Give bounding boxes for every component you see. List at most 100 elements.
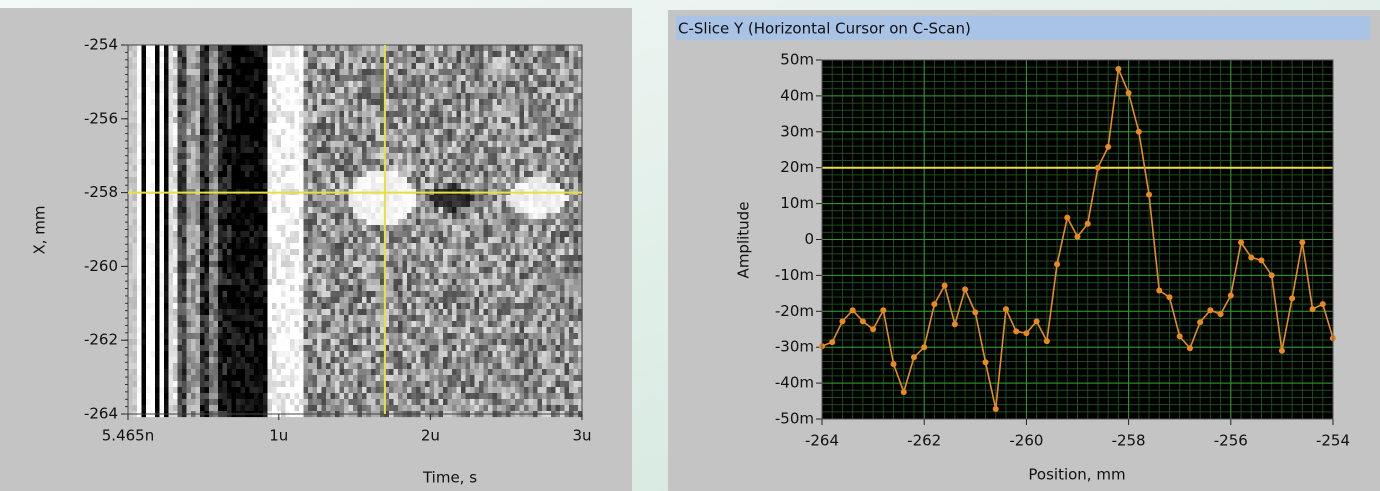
scan-pixel <box>169 171 174 177</box>
scan-pixel <box>439 99 444 105</box>
scan-pixel <box>317 141 322 147</box>
scan-pixel <box>479 63 484 69</box>
scan-pixel <box>448 327 453 333</box>
scan-pixel <box>317 147 322 153</box>
scan-pixel <box>425 255 430 261</box>
scan-pixel <box>439 267 444 273</box>
scan-pixel <box>137 165 142 171</box>
scan-pixel <box>425 327 430 333</box>
scan-pixel <box>250 261 255 267</box>
scan-pixel <box>259 333 264 339</box>
scan-pixel <box>290 267 295 273</box>
scan-pixel <box>421 249 426 255</box>
scan-pixel <box>227 141 232 147</box>
scan-pixel <box>425 51 430 57</box>
scan-pixel <box>317 51 322 57</box>
scan-pixel <box>479 357 484 363</box>
scan-pixel <box>137 405 142 411</box>
scan-pixel <box>160 153 165 159</box>
scan-pixel <box>434 399 439 405</box>
scan-pixel <box>349 309 354 315</box>
scan-pixel <box>299 381 304 387</box>
scan-pixel <box>317 165 322 171</box>
scan-pixel <box>371 147 376 153</box>
scan-pixel <box>326 321 331 327</box>
scan-pixel <box>317 207 322 213</box>
scan-pixel <box>326 153 331 159</box>
scan-pixel <box>133 225 138 231</box>
scan-pixel <box>376 45 381 51</box>
scan-pixel <box>430 279 435 285</box>
scan-pixel <box>227 99 232 105</box>
scan-pixel <box>439 273 444 279</box>
scan-pixel <box>268 333 273 339</box>
scan-pixel <box>218 147 223 153</box>
scan-pixel <box>421 183 426 189</box>
scan-pixel <box>286 333 291 339</box>
scan-pixel <box>164 183 169 189</box>
scan-pixel <box>218 327 223 333</box>
scan-pixel <box>250 123 255 129</box>
scan-pixel <box>160 183 165 189</box>
scan-pixel <box>308 273 313 279</box>
scan-pixel <box>448 309 453 315</box>
scan-pixel <box>209 123 214 129</box>
scan-pixel <box>331 123 336 129</box>
scan-pixel <box>173 183 178 189</box>
scan-pixel <box>241 225 246 231</box>
scan-pixel <box>412 267 417 273</box>
scan-pixel <box>128 117 133 123</box>
scan-pixel <box>479 93 484 99</box>
scan-pixel <box>443 321 448 327</box>
scan-pixel <box>146 285 151 291</box>
scan-pixel <box>214 69 219 75</box>
scan-pixel <box>155 369 160 375</box>
scan-pixel <box>245 99 250 105</box>
scan-pixel <box>187 99 192 105</box>
scan-pixel <box>286 399 291 405</box>
scan-pixel <box>286 267 291 273</box>
scan-pixel <box>250 381 255 387</box>
scan-pixel <box>452 129 457 135</box>
scan-pixel <box>128 405 133 411</box>
scan-pixel <box>439 291 444 297</box>
scan-pixel <box>151 183 156 189</box>
scan-pixel <box>268 279 273 285</box>
scan-pixel <box>142 345 147 351</box>
scan-pixel <box>344 267 349 273</box>
scan-pixel <box>259 177 264 183</box>
scan-pixel <box>488 159 493 165</box>
scan-pixel <box>236 363 241 369</box>
scan-pixel <box>362 81 367 87</box>
scan-pixel <box>317 309 322 315</box>
scan-pixel <box>484 135 489 141</box>
scan-pixel <box>421 141 426 147</box>
scan-pixel <box>475 327 480 333</box>
scan-pixel <box>367 165 372 171</box>
scan-pixel <box>313 351 318 357</box>
scan-pixel <box>277 45 282 51</box>
scan-pixel <box>322 279 327 285</box>
scan-pixel <box>286 297 291 303</box>
scan-pixel <box>394 99 399 105</box>
scan-pixel <box>128 147 133 153</box>
scan-pixel <box>146 315 151 321</box>
scan-pixel <box>286 249 291 255</box>
scan-pixel <box>425 285 430 291</box>
scan-pixel <box>128 63 133 69</box>
scan-pixel <box>151 381 156 387</box>
scan-pixel <box>286 375 291 381</box>
scan-pixel <box>268 291 273 297</box>
scan-pixel <box>376 129 381 135</box>
scan-pixel <box>448 111 453 117</box>
scan-pixel <box>304 87 309 93</box>
scan-pixel <box>403 117 408 123</box>
scan-pixel <box>209 171 214 177</box>
scan-pixel <box>475 159 480 165</box>
scan-pixel <box>353 261 358 267</box>
scan-pixel <box>227 87 232 93</box>
scan-pixel <box>290 315 295 321</box>
scan-pixel <box>349 219 354 225</box>
scan-pixel <box>263 93 268 99</box>
scan-pixel <box>209 297 214 303</box>
